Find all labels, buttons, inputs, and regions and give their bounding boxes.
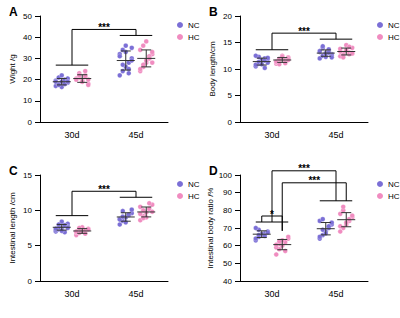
svg-text:HC: HC [388, 192, 400, 201]
svg-text:NC: NC [188, 180, 200, 189]
svg-text:45d: 45d [128, 130, 143, 140]
svg-text:A: A [9, 5, 18, 19]
svg-text:B: B [209, 5, 218, 19]
svg-text:50: 50 [223, 259, 232, 268]
svg-text:40: 40 [223, 277, 232, 286]
svg-text:45d: 45d [328, 289, 343, 299]
svg-text:Wight /g: Wight /g [8, 54, 17, 83]
svg-text:5: 5 [228, 91, 233, 100]
svg-text:80: 80 [223, 206, 232, 215]
svg-text:Body length/cm: Body length/cm [208, 41, 217, 96]
svg-text:0: 0 [228, 118, 233, 127]
svg-text:C: C [9, 164, 18, 178]
svg-text:10: 10 [23, 206, 32, 215]
svg-text:HC: HC [188, 192, 200, 201]
svg-text:NC: NC [388, 180, 400, 189]
svg-text:60: 60 [223, 241, 232, 250]
svg-text:0: 0 [28, 118, 33, 127]
svg-text:45d: 45d [328, 130, 343, 140]
svg-text:50: 50 [23, 12, 32, 21]
svg-text:***: *** [298, 163, 310, 174]
svg-text:***: *** [308, 175, 320, 186]
svg-text:30d: 30d [64, 289, 79, 299]
svg-text:20: 20 [223, 12, 232, 21]
svg-text:NC: NC [388, 21, 400, 30]
svg-text:NC: NC [188, 21, 200, 30]
svg-text:15: 15 [23, 171, 32, 180]
svg-text:5: 5 [28, 241, 33, 250]
svg-text:30d: 30d [264, 130, 279, 140]
svg-text:40: 40 [23, 33, 32, 42]
svg-text:20: 20 [23, 75, 32, 84]
svg-text:45d: 45d [128, 289, 143, 299]
svg-text:70: 70 [223, 224, 232, 233]
svg-text:10: 10 [223, 65, 232, 74]
svg-text:15: 15 [223, 38, 232, 47]
svg-text:100: 100 [219, 171, 233, 180]
svg-text:0: 0 [28, 277, 33, 286]
svg-text:Intestinal body ratio /%: Intestinal body ratio /% [206, 188, 215, 269]
svg-text:30d: 30d [264, 289, 279, 299]
svg-text:90: 90 [223, 188, 232, 197]
svg-text:***: *** [98, 184, 110, 195]
svg-text:10: 10 [23, 96, 32, 105]
svg-text:D: D [209, 164, 218, 178]
svg-text:30d: 30d [64, 130, 79, 140]
svg-text:***: *** [98, 22, 110, 33]
svg-text:30: 30 [23, 54, 32, 63]
svg-text:HC: HC [388, 33, 400, 42]
svg-text:HC: HC [188, 33, 200, 42]
svg-text:Intestinal length /cm: Intestinal length /cm [8, 192, 17, 263]
svg-text:***: *** [298, 26, 310, 37]
